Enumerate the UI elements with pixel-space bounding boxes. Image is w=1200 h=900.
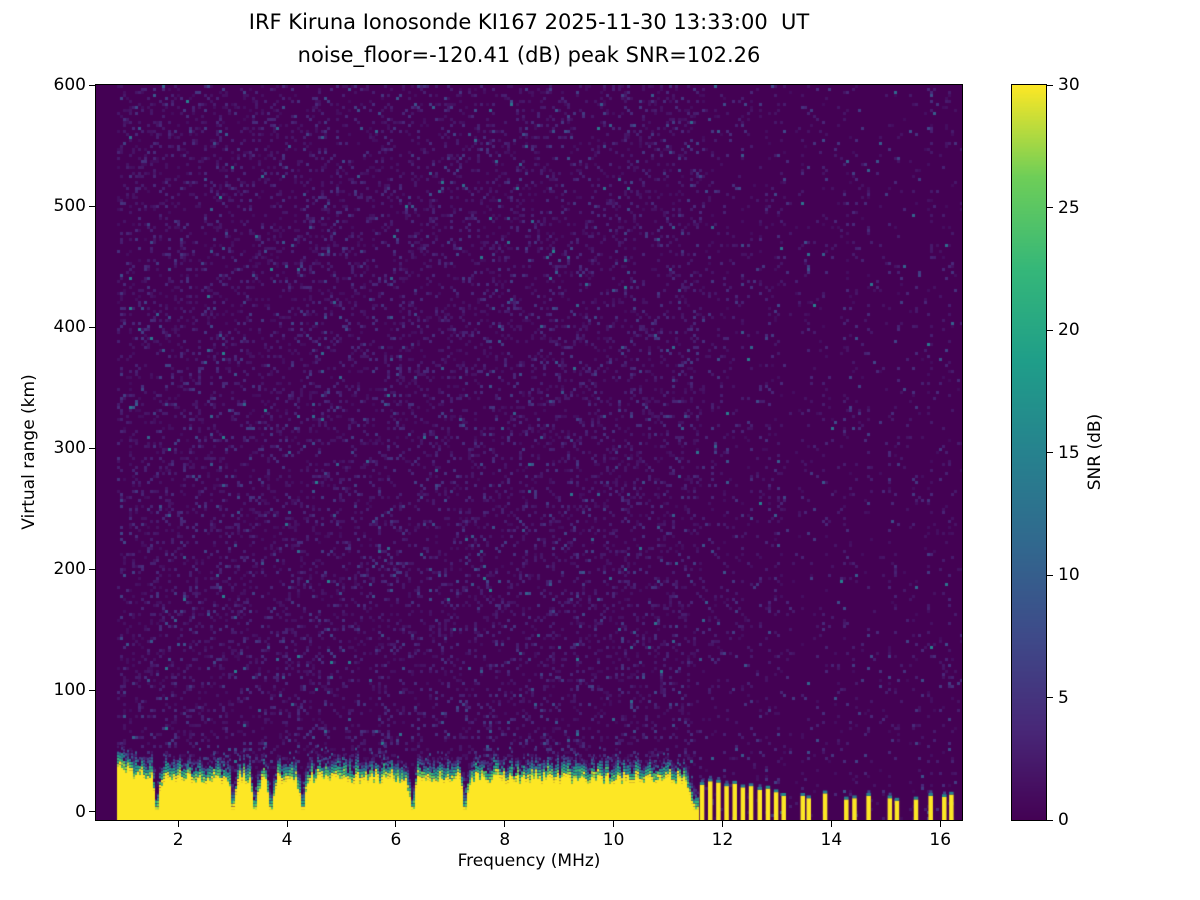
x-tick-mark xyxy=(830,821,832,827)
y-tick-label: 400 xyxy=(53,317,86,338)
x-tick-label: 4 xyxy=(281,830,293,850)
colorbar-tick-mark xyxy=(1047,84,1053,86)
chart-subtitle: noise_floor=-120.41 (dB) peak SNR=102.26 xyxy=(297,43,761,67)
x-tick-label: 8 xyxy=(499,830,511,850)
x-tick-mark xyxy=(395,821,397,827)
colorbar-tick-label: 0 xyxy=(1058,810,1069,830)
y-tick-mark xyxy=(89,811,95,813)
x-tick-mark xyxy=(722,821,723,827)
colorbar xyxy=(1011,84,1047,821)
colorbar-tick-label: 30 xyxy=(1058,75,1080,95)
colorbar-tick-label: 5 xyxy=(1058,687,1069,708)
x-tick-label: 6 xyxy=(390,830,402,850)
x-tick-mark xyxy=(939,821,941,827)
y-tick-mark xyxy=(89,568,95,570)
x-tick-label: 2 xyxy=(172,830,184,850)
y-tick-mark xyxy=(89,447,95,449)
plot-area xyxy=(95,84,963,821)
chart-title: IRF Kiruna Ionosonde KI167 2025-11-30 13… xyxy=(248,10,810,34)
x-tick-label: 16 xyxy=(929,830,952,850)
y-tick-mark xyxy=(89,205,95,207)
x-tick-mark xyxy=(286,821,288,827)
colorbar-tick-mark xyxy=(1047,697,1053,698)
y-tick-mark xyxy=(89,689,95,691)
x-tick-label: 10 xyxy=(602,830,625,850)
x-tick-mark xyxy=(504,821,506,827)
colorbar-tick-mark xyxy=(1047,574,1053,576)
y-tick-label: 500 xyxy=(53,196,86,217)
y-tick-label: 200 xyxy=(53,559,86,580)
y-tick-label: 100 xyxy=(53,680,86,701)
y-tick-mark xyxy=(89,326,95,328)
colorbar-tick-label: 25 xyxy=(1058,197,1080,218)
colorbar-tick-mark xyxy=(1047,452,1053,453)
colorbar-tick-mark xyxy=(1047,329,1053,331)
colorbar-canvas xyxy=(1012,85,1046,820)
x-tick-label: 14 xyxy=(820,830,843,850)
y-tick-mark xyxy=(89,84,95,86)
x-axis-label: Frequency (MHz) xyxy=(457,851,601,871)
x-tick-mark xyxy=(613,821,615,827)
colorbar-tick-label: 15 xyxy=(1058,442,1080,463)
colorbar-tick-label: 20 xyxy=(1058,320,1080,340)
x-tick-mark xyxy=(177,821,179,827)
colorbar-tick-mark xyxy=(1047,207,1053,208)
colorbar-tick-mark xyxy=(1047,819,1053,821)
y-tick-label: 0 xyxy=(75,801,86,822)
colorbar-tick-label: 10 xyxy=(1058,565,1080,585)
y-tick-label: 600 xyxy=(53,75,86,95)
x-tick-label: 12 xyxy=(711,830,734,850)
ionogram-canvas xyxy=(96,85,962,820)
y-tick-label: 300 xyxy=(53,438,86,459)
